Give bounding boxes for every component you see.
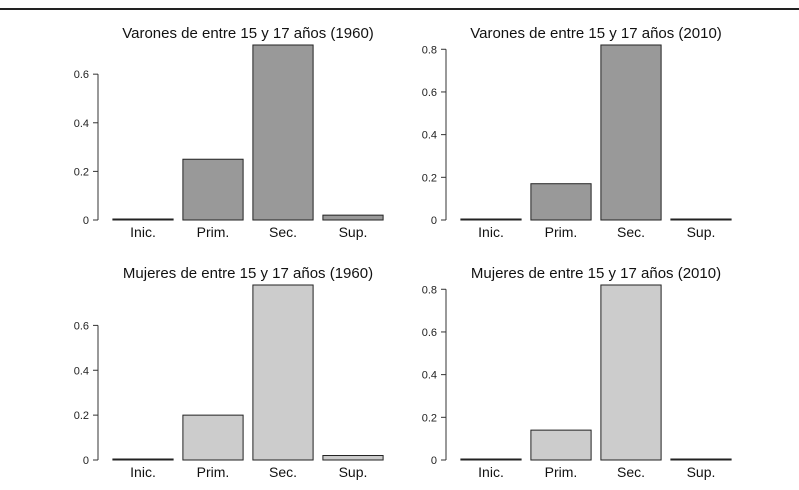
bar-sec xyxy=(252,284,314,461)
y-tick-label: 0.2 xyxy=(422,412,437,424)
x-tick-label: Inic. xyxy=(478,464,504,480)
x-tick-label: Sec. xyxy=(617,464,645,480)
y-tick-label: 0.8 xyxy=(422,284,437,296)
y-tick-label: 0.2 xyxy=(422,172,437,184)
y-tick-label: 0.4 xyxy=(422,370,437,382)
bar-sup xyxy=(322,214,384,221)
x-tick-label: Inic. xyxy=(130,224,156,240)
x-tick-label: Prim. xyxy=(545,224,578,240)
chart-panel-3: Mujeres de entre 15 y 17 años (1960) 0 0.2… xyxy=(74,265,384,480)
bar-sup xyxy=(670,458,732,461)
bar-prim xyxy=(182,158,244,221)
x-tick-label: Prim. xyxy=(545,464,578,480)
bar-prim xyxy=(530,183,592,221)
y-tick-label: 0.2 xyxy=(74,166,89,178)
chart-title: Mujeres de entre 15 y 17 años (1960) xyxy=(123,265,373,282)
bar-sec xyxy=(600,44,662,221)
chart-title: Varones de entre 15 y 17 años (1960) xyxy=(122,25,374,42)
y-tick-label: 0.2 xyxy=(74,410,89,422)
bar-sup xyxy=(670,218,732,221)
y-tick-label: 0.4 xyxy=(422,130,437,142)
chart-panel-1: Varones de entre 15 y 17 años (1960) 0 0.2… xyxy=(74,25,384,240)
chart-title: Varones de entre 15 y 17 años (2010) xyxy=(470,25,722,42)
y-tick-label: 0.6 xyxy=(422,327,437,339)
bar-sec xyxy=(252,44,314,221)
bar-prim xyxy=(530,429,592,461)
y-tick-label: 0.6 xyxy=(422,87,437,99)
chart-panel-2: Varones de entre 15 y 17 años (2010) 0 0.2… xyxy=(422,25,732,240)
x-tick-label: Sup. xyxy=(687,464,716,480)
x-tick-label: Sec. xyxy=(269,464,297,480)
bar-prim xyxy=(182,414,244,461)
y-tick-label: 0.8 xyxy=(422,44,437,56)
x-tick-label: Prim. xyxy=(197,464,230,480)
x-tick-label: Sup. xyxy=(339,464,368,480)
y-tick-label: 0 xyxy=(83,455,89,467)
x-tick-label: Inic. xyxy=(478,224,504,240)
chart-title: Mujeres de entre 15 y 17 años (2010) xyxy=(471,265,721,282)
y-tick-label: 0 xyxy=(431,215,437,227)
y-tick-label: 0.4 xyxy=(74,365,89,377)
y-tick-label: 0.6 xyxy=(74,69,89,81)
x-tick-label: Prim. xyxy=(197,224,230,240)
bar-inic xyxy=(460,218,522,221)
bar-inic xyxy=(112,458,174,461)
y-tick-label: 0.6 xyxy=(74,320,89,332)
x-tick-label: Sup. xyxy=(339,224,368,240)
y-tick-label: 0 xyxy=(83,215,89,227)
x-tick-label: Sec. xyxy=(617,224,645,240)
y-tick-label: 0 xyxy=(431,455,437,467)
chart-panel-4: Mujeres de entre 15 y 17 años (2010) 0 0.2… xyxy=(422,265,732,480)
bar-sec xyxy=(600,284,662,461)
y-tick-label: 0.4 xyxy=(74,118,89,130)
bar-inic xyxy=(460,458,522,461)
bar-inic xyxy=(112,218,174,221)
bar-sup xyxy=(322,455,384,461)
x-tick-label: Inic. xyxy=(130,464,156,480)
x-tick-label: Sup. xyxy=(687,224,716,240)
top-rule xyxy=(0,8,799,10)
x-tick-label: Sec. xyxy=(269,224,297,240)
